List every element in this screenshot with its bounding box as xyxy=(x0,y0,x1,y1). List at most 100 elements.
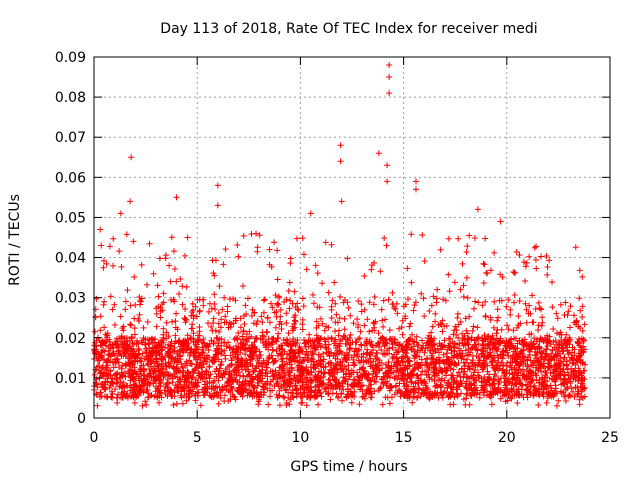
data-point xyxy=(428,352,435,359)
data-point xyxy=(174,359,181,366)
data-point xyxy=(545,364,552,371)
data-point xyxy=(270,376,277,383)
data-point xyxy=(218,316,225,323)
data-point xyxy=(104,379,111,386)
data-point xyxy=(180,369,187,376)
data-point xyxy=(182,306,189,313)
data-point xyxy=(291,320,298,327)
data-point xyxy=(235,253,242,260)
data-point xyxy=(385,296,392,303)
data-point xyxy=(278,321,285,328)
data-point xyxy=(531,244,538,251)
data-point xyxy=(562,299,569,306)
data-point xyxy=(224,308,231,315)
data-point xyxy=(170,402,177,409)
data-point xyxy=(138,371,145,378)
data-point xyxy=(119,373,126,380)
data-point xyxy=(487,267,494,274)
data-point xyxy=(137,301,144,308)
data-point xyxy=(157,389,164,396)
data-point xyxy=(232,361,239,368)
data-point xyxy=(224,364,231,371)
data-point xyxy=(177,353,184,360)
data-point xyxy=(467,349,474,356)
data-point xyxy=(351,361,358,368)
data-point xyxy=(163,364,170,371)
data-point xyxy=(223,386,230,393)
data-point xyxy=(128,333,135,340)
data-point xyxy=(489,332,496,339)
data-point xyxy=(103,364,110,371)
data-point xyxy=(425,342,432,349)
data-point xyxy=(338,390,345,397)
data-point xyxy=(501,369,508,376)
data-point xyxy=(303,366,310,373)
data-point xyxy=(511,369,518,376)
data-point xyxy=(155,293,162,300)
data-point xyxy=(276,402,283,409)
data-point xyxy=(395,348,402,355)
data-point xyxy=(406,323,413,330)
data-point xyxy=(154,385,161,392)
data-point xyxy=(318,393,325,400)
data-point xyxy=(314,304,321,311)
data-point xyxy=(268,338,275,345)
data-point xyxy=(311,363,318,370)
x-tick-label: 0 xyxy=(90,430,99,446)
data-point xyxy=(508,395,515,402)
data-point xyxy=(262,342,269,349)
data-point xyxy=(169,379,176,386)
data-point xyxy=(313,318,320,325)
data-point xyxy=(139,402,146,409)
data-point xyxy=(224,303,231,310)
data-point xyxy=(576,368,583,375)
data-point xyxy=(160,290,167,297)
data-point xyxy=(337,293,344,300)
data-point xyxy=(398,345,405,352)
data-point xyxy=(222,355,229,362)
data-point xyxy=(552,337,559,344)
data-point xyxy=(278,383,285,390)
data-point xyxy=(552,373,559,380)
data-point xyxy=(248,312,255,319)
data-point xyxy=(241,321,248,328)
data-point xyxy=(325,289,332,296)
data-point xyxy=(292,353,299,360)
x-tick-label: 20 xyxy=(498,430,516,446)
data-point xyxy=(493,330,500,337)
x-tick-label: 10 xyxy=(291,430,309,446)
data-point xyxy=(365,358,372,365)
data-point xyxy=(463,274,470,281)
data-point xyxy=(347,312,354,319)
data-point xyxy=(220,261,227,268)
data-point xyxy=(457,353,464,360)
data-point xyxy=(563,362,570,369)
data-point xyxy=(522,278,529,285)
data-point xyxy=(570,312,577,319)
data-point xyxy=(190,307,197,314)
data-point xyxy=(274,300,281,307)
data-point xyxy=(479,302,486,309)
data-point xyxy=(314,376,321,383)
data-point xyxy=(171,358,178,365)
data-point xyxy=(559,368,566,375)
data-point xyxy=(396,341,403,348)
data-point xyxy=(536,391,543,398)
data-point xyxy=(535,343,542,350)
data-point xyxy=(386,74,393,81)
data-point xyxy=(509,353,516,360)
data-point xyxy=(516,251,523,258)
data-point xyxy=(533,243,540,250)
data-point xyxy=(122,298,129,305)
data-point xyxy=(556,341,563,348)
data-point xyxy=(511,375,518,382)
data-point xyxy=(317,361,324,368)
data-point xyxy=(342,356,349,363)
data-point xyxy=(328,303,335,310)
data-point xyxy=(444,356,451,363)
data-point xyxy=(127,321,134,328)
data-point xyxy=(399,331,406,338)
data-point xyxy=(171,344,178,351)
data-point xyxy=(116,383,123,390)
data-point xyxy=(291,288,298,295)
